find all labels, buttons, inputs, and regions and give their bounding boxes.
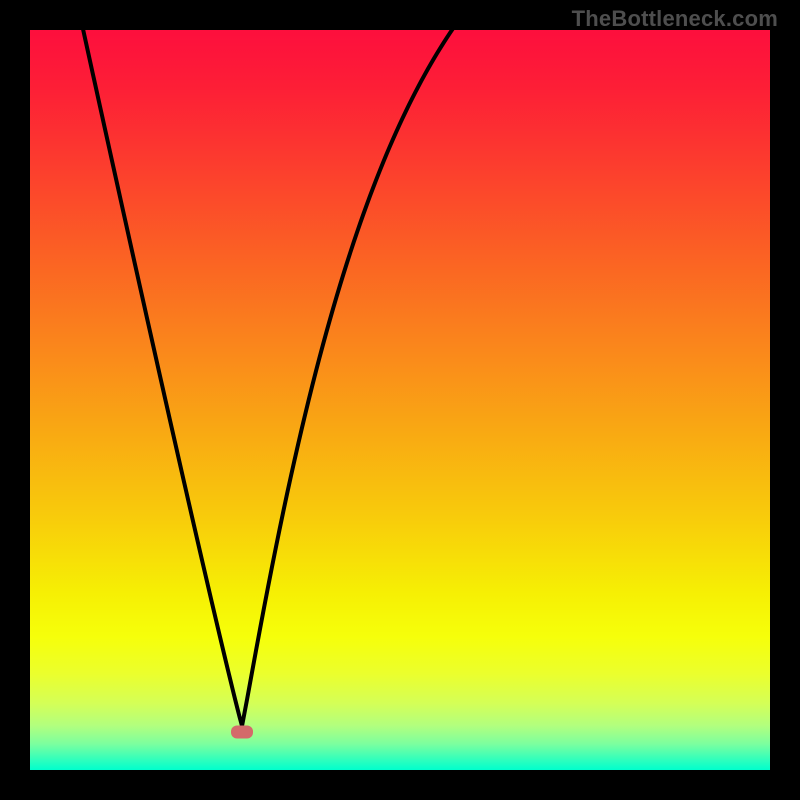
plot-background	[30, 30, 770, 770]
minimum-marker	[231, 726, 253, 739]
chart-frame: TheBottleneck.com	[0, 0, 800, 800]
watermark-text: TheBottleneck.com	[572, 6, 778, 32]
bottleneck-chart	[0, 0, 800, 800]
